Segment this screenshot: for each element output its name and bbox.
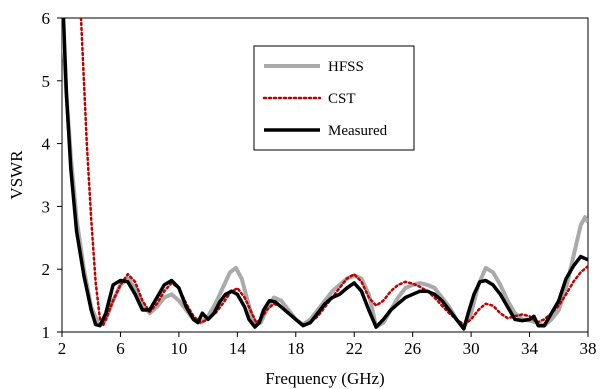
x-tick-label: 38	[580, 339, 597, 358]
x-tick-label: 6	[116, 339, 125, 358]
y-tick-label: 2	[42, 260, 51, 279]
x-tick-label: 10	[170, 339, 187, 358]
y-tick-label: 3	[42, 197, 51, 216]
x-tick-label: 30	[463, 339, 480, 358]
legend-label-hfss: HFSS	[328, 59, 364, 75]
series-layer	[62, 18, 588, 331]
x-tick-label: 18	[287, 339, 304, 358]
plot-border	[61, 17, 589, 333]
y-tick-label: 6	[42, 9, 51, 28]
x-axis: 2 6 10 14 18 22 26 30 34 38	[58, 332, 597, 358]
y-tick-label: 4	[42, 135, 51, 154]
y-axis: 1 2 3 4 5 6	[42, 9, 62, 342]
y-tick-label: 5	[42, 72, 51, 91]
x-axis-title: Frequency (GHz)	[265, 369, 384, 388]
x-tick-label: 22	[346, 339, 363, 358]
x-tick-label: 2	[58, 339, 67, 358]
legend-label-cst: CST	[328, 91, 356, 107]
y-axis-title: VSWR	[7, 150, 26, 200]
y-tick-label: 1	[42, 323, 51, 342]
series-line-measured	[62, 18, 588, 331]
plot-frame	[61, 17, 589, 333]
legend: HFSS CST Measured	[253, 45, 415, 151]
x-tick-label: 34	[521, 339, 539, 358]
x-tick-label: 14	[229, 339, 247, 358]
series-line-cst	[79, 18, 588, 327]
x-tick-label: 26	[404, 339, 421, 358]
legend-label-measured: Measured	[328, 123, 388, 139]
